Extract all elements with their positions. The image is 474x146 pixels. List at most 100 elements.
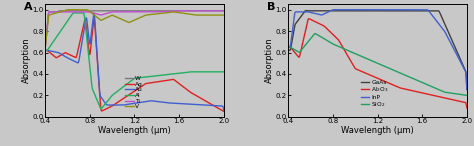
Text: B: B bbox=[267, 2, 275, 12]
SiO$_2$ bbox=[400, 73, 405, 75]
Ti bbox=[156, 11, 162, 13]
V bbox=[178, 12, 183, 14]
W bbox=[57, 10, 63, 12]
Al bbox=[156, 75, 162, 76]
Al$_2$O$_3$ bbox=[421, 92, 427, 94]
Ti bbox=[151, 11, 156, 13]
V bbox=[221, 14, 227, 16]
Au bbox=[91, 13, 97, 15]
Au bbox=[146, 100, 152, 102]
Line: SiO$_2$: SiO$_2$ bbox=[288, 34, 467, 95]
GaAs bbox=[394, 10, 400, 12]
Line: GaAs: GaAs bbox=[288, 11, 467, 89]
Al bbox=[178, 72, 184, 74]
Ti bbox=[53, 11, 59, 13]
InP bbox=[296, 11, 302, 13]
X-axis label: Wavelength (μm): Wavelength (μm) bbox=[341, 126, 414, 135]
InP bbox=[332, 9, 337, 11]
GaAs bbox=[439, 17, 445, 19]
Al bbox=[98, 108, 104, 110]
SiO$_2$ bbox=[464, 94, 470, 96]
Au bbox=[42, 49, 48, 51]
Al bbox=[151, 75, 157, 77]
V bbox=[146, 14, 152, 16]
InP bbox=[285, 46, 291, 48]
Au bbox=[196, 104, 202, 106]
W bbox=[151, 10, 156, 12]
InP bbox=[464, 89, 470, 90]
SiO$_2$ bbox=[439, 90, 445, 92]
Ag bbox=[196, 96, 202, 98]
GaAs bbox=[303, 10, 309, 11]
SiO$_2$ bbox=[421, 82, 427, 84]
Au bbox=[151, 100, 156, 102]
Ti bbox=[42, 47, 48, 48]
Legend: W, Ag, Au, Al, Ti, V: W, Ag, Au, Al, Ti, V bbox=[123, 74, 146, 112]
Al$_2$O$_3$ bbox=[464, 107, 470, 109]
Al$_2$O$_3$ bbox=[400, 88, 405, 89]
Ag bbox=[146, 82, 152, 84]
InP bbox=[400, 9, 405, 11]
Line: InP: InP bbox=[288, 10, 467, 89]
InP bbox=[394, 9, 400, 11]
Line: Al: Al bbox=[45, 13, 224, 109]
V bbox=[42, 47, 48, 49]
GaAs bbox=[421, 10, 427, 12]
V bbox=[151, 13, 156, 15]
Al bbox=[42, 49, 48, 51]
Line: W: W bbox=[45, 11, 224, 47]
W bbox=[42, 47, 48, 48]
Ti bbox=[178, 10, 183, 12]
InP bbox=[421, 9, 427, 11]
W bbox=[146, 10, 152, 12]
V bbox=[156, 13, 162, 14]
W bbox=[196, 10, 202, 12]
Ag bbox=[156, 81, 162, 82]
SiO$_2$ bbox=[312, 33, 318, 34]
Line: Al$_2$O$_3$: Al$_2$O$_3$ bbox=[288, 19, 467, 108]
GaAs bbox=[389, 10, 395, 12]
Ti bbox=[221, 10, 227, 12]
Line: Au: Au bbox=[45, 14, 224, 110]
Al bbox=[72, 12, 78, 14]
Ag bbox=[53, 57, 59, 59]
Al$_2$O$_3$ bbox=[306, 18, 311, 20]
W bbox=[156, 10, 162, 12]
Al$_2$O$_3$ bbox=[439, 97, 445, 98]
Al$_2$O$_3$ bbox=[296, 56, 302, 58]
Au bbox=[53, 51, 59, 53]
GaAs bbox=[285, 49, 291, 51]
Al bbox=[221, 71, 227, 73]
Line: V: V bbox=[45, 10, 224, 48]
X-axis label: Wavelength (μm): Wavelength (μm) bbox=[98, 126, 171, 135]
Au bbox=[156, 101, 162, 103]
Ti bbox=[196, 10, 202, 12]
Al$_2$O$_3$ bbox=[389, 84, 395, 85]
Ag bbox=[151, 81, 156, 83]
Legend: GaAs, Al$_2$O$_3$, InP, SiO$_2$: GaAs, Al$_2$O$_3$, InP, SiO$_2$ bbox=[359, 77, 391, 112]
Al bbox=[197, 71, 202, 73]
Y-axis label: Absorption: Absorption bbox=[265, 38, 274, 83]
Line: Ti: Ti bbox=[45, 11, 224, 47]
GaAs bbox=[464, 89, 470, 90]
Au bbox=[221, 109, 227, 111]
Al bbox=[53, 37, 59, 39]
Au bbox=[178, 103, 183, 105]
SiO$_2$ bbox=[285, 46, 291, 48]
Ag bbox=[221, 110, 227, 112]
W bbox=[53, 11, 59, 13]
Text: A: A bbox=[24, 2, 32, 12]
Line: Ag: Ag bbox=[45, 19, 224, 111]
Ag bbox=[42, 49, 48, 51]
Al bbox=[146, 76, 152, 78]
V bbox=[53, 12, 59, 14]
Ag bbox=[178, 84, 183, 86]
InP bbox=[439, 27, 445, 29]
Ti bbox=[146, 11, 152, 13]
W bbox=[178, 10, 183, 12]
SiO$_2$ bbox=[296, 51, 302, 53]
W bbox=[221, 10, 227, 12]
Ti bbox=[178, 10, 184, 12]
V bbox=[196, 14, 202, 16]
SiO$_2$ bbox=[394, 71, 400, 72]
